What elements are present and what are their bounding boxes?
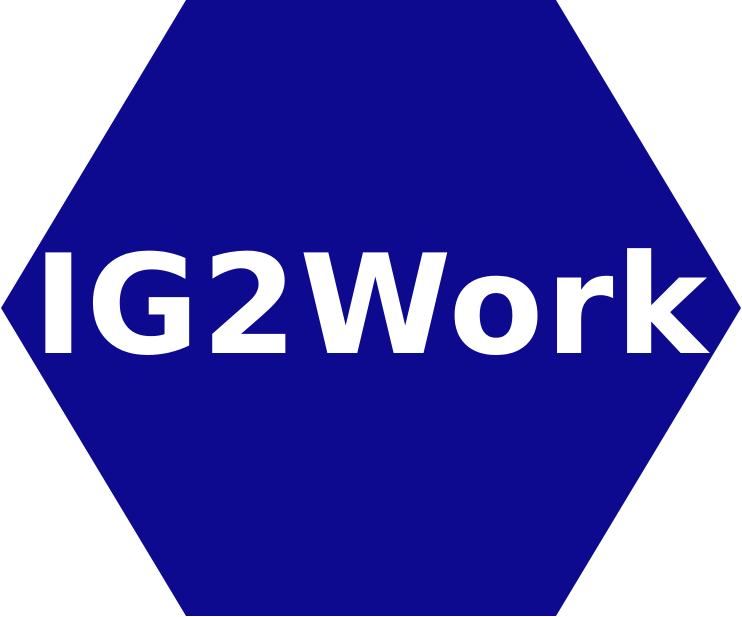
logo-text: IG2Work [32, 225, 710, 386]
